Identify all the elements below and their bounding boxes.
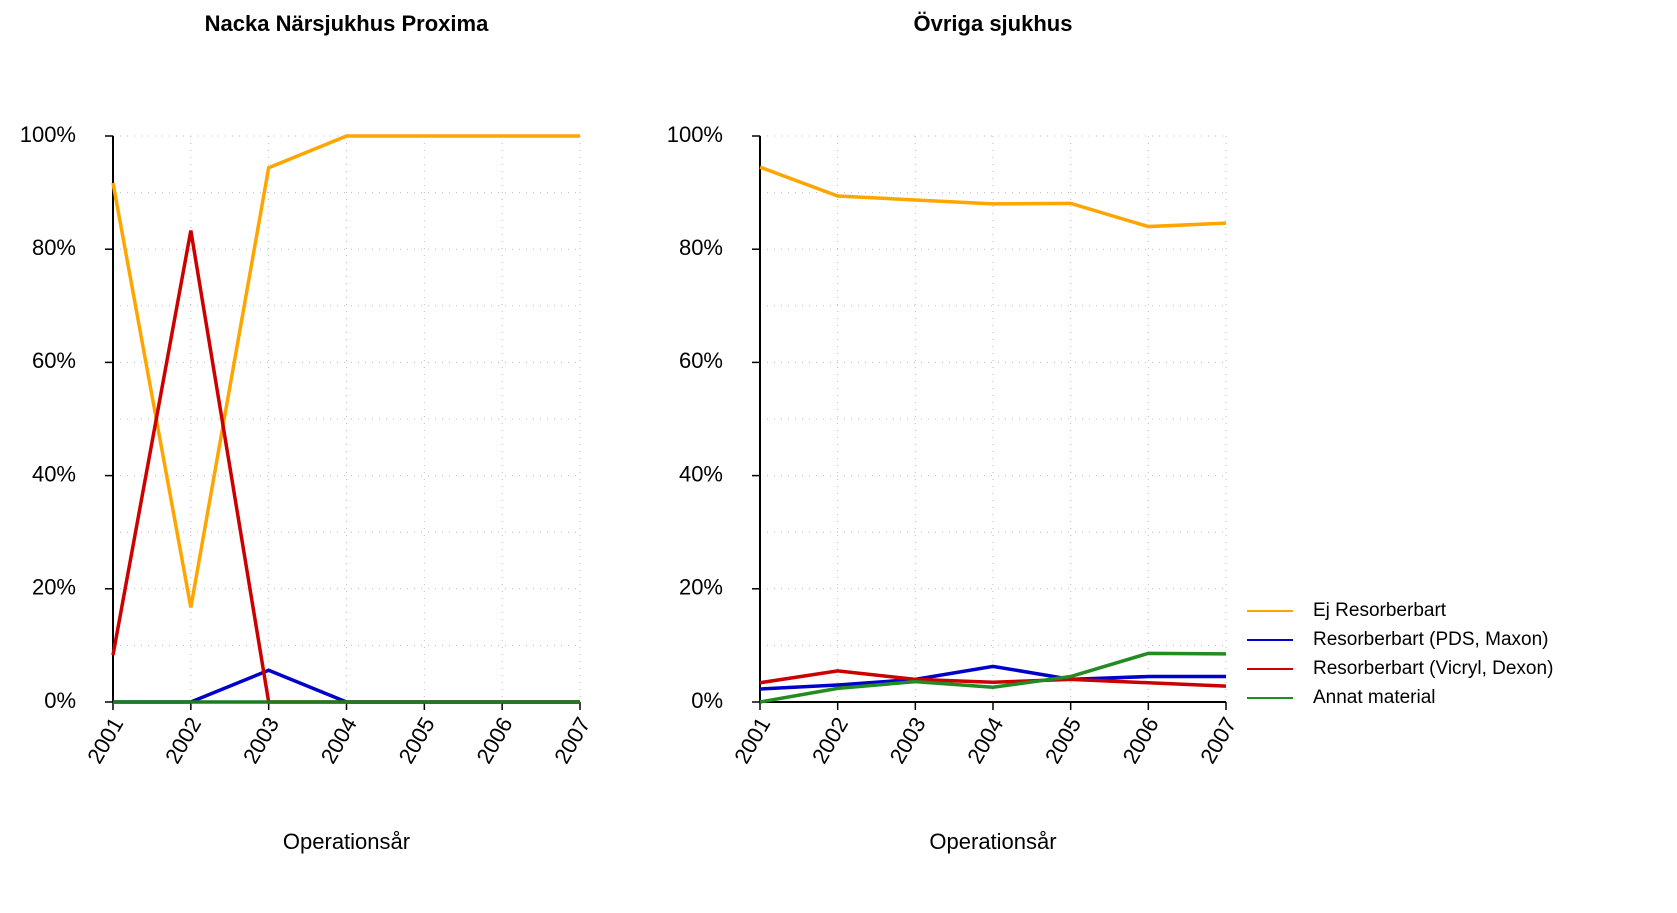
series-line (759, 669, 1227, 688)
y-tick-label: 20% (32, 575, 76, 600)
legend-label: Resorberbart (PDS, Maxon) (1313, 629, 1548, 650)
y-tick-label: 80% (679, 235, 723, 260)
legend-label: Ej Resorberbart (1313, 600, 1447, 621)
x-tick-label: 2006 (471, 713, 517, 768)
series-line (111, 134, 580, 608)
series-line (759, 165, 1227, 229)
x-tick-label: 2006 (1118, 713, 1164, 768)
x-tick-label: 2003 (238, 713, 284, 768)
x-tick-label: 2001 (729, 713, 775, 768)
series-line (111, 230, 580, 704)
series-line (759, 664, 1226, 691)
x-axis-label: Operationsår (929, 829, 1056, 854)
y-tick-label: 0% (44, 688, 76, 713)
x-axis-label: Operationsår (283, 829, 410, 854)
y-tick-label: 40% (32, 461, 76, 486)
y-tick-label: 0% (691, 688, 723, 713)
x-tick-label: 2002 (807, 713, 853, 768)
x-tick-label: 2004 (316, 713, 362, 768)
x-tick-label: 2002 (160, 713, 206, 768)
x-tick-label: 2004 (962, 713, 1008, 768)
series-line (759, 651, 1227, 704)
legend-label: Resorberbart (Vicryl, Dexon) (1313, 658, 1553, 679)
y-tick-label: 100% (667, 122, 723, 147)
y-tick-label: 60% (32, 348, 76, 373)
x-tick-label: 2003 (885, 713, 931, 768)
y-tick-label: 80% (32, 235, 76, 260)
y-tick-label: 60% (679, 348, 723, 373)
x-tick-label: 2005 (394, 713, 440, 768)
x-tick-label: 2001 (82, 713, 128, 768)
y-tick-label: 100% (20, 122, 76, 147)
y-tick-label: 40% (679, 461, 723, 486)
y-tick-label: 20% (679, 575, 723, 600)
x-tick-label: 2005 (1040, 713, 1086, 768)
x-tick-label: 2007 (1195, 713, 1241, 768)
legend-label: Annat material (1313, 687, 1436, 708)
chart-title: Övriga sjukhus (914, 11, 1073, 36)
chart-title: Nacka Närsjukhus Proxima (205, 11, 489, 36)
x-tick-label: 2007 (549, 713, 595, 768)
